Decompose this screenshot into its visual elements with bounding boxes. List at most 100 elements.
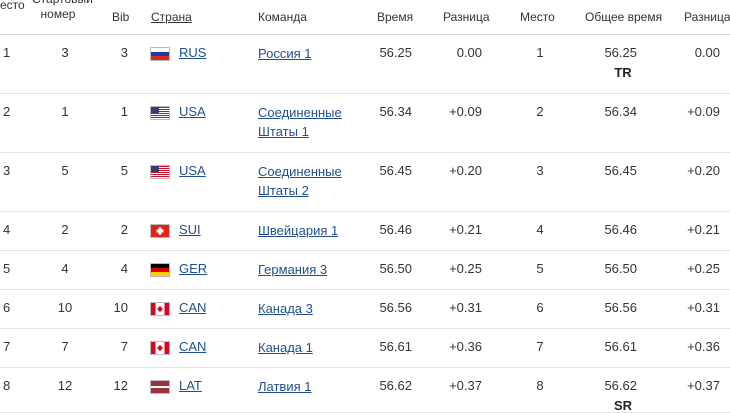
table-row: 3 5 5 USA Соединенные Штаты 2 56.45 +0.20 3 56.4… xyxy=(0,153,730,212)
cell-time: 56.34 xyxy=(379,104,412,119)
cell-bib: 7 xyxy=(120,339,128,354)
cell-diff2: +0.25 xyxy=(687,261,720,276)
cell-diff2: 0.00 xyxy=(694,45,720,60)
table-row: 1 3 3 RUS Россия 1 56.25 0.00 1 56.25 0.00 TR xyxy=(0,35,730,94)
cell-diff: +0.37 xyxy=(449,378,482,393)
cell-place2: 2 xyxy=(536,104,544,119)
cell-time: 56.56 xyxy=(379,300,412,315)
cell-country-link[interactable]: RUS xyxy=(179,45,207,60)
cell-diff: +0.25 xyxy=(449,261,482,276)
cell-bib: 10 xyxy=(113,300,128,315)
cell-place: 7 xyxy=(3,339,11,354)
header-start-number[interactable]: Стартовый номер xyxy=(32,0,93,21)
table-row: 8 12 12 LAT Латвия 1 56.62 +0.37 8 56.62 +0.37 SR xyxy=(0,368,730,413)
cell-time: 56.45 xyxy=(379,163,412,178)
cell-team-link[interactable]: Соединенные Штаты 1 xyxy=(258,105,342,139)
cell-team-link[interactable]: Соединенные Штаты 2 xyxy=(258,164,342,198)
cell-bib: 4 xyxy=(120,261,128,276)
cell-diff2: +0.37 xyxy=(687,378,720,393)
table-row: 7 7 7 CAN Канада 1 56.61 +0.36 7 56.61 +0.36 xyxy=(0,329,730,368)
cell-country-link[interactable]: USA xyxy=(179,163,206,178)
cell-time: 56.46 xyxy=(379,222,412,237)
can-flag-icon xyxy=(151,303,169,315)
cell-bib: 2 xyxy=(120,222,128,237)
header-place[interactable]: есто xyxy=(0,0,25,12)
cell-place2: 5 xyxy=(536,261,544,276)
cell-country-link[interactable]: LAT xyxy=(179,378,202,393)
cell-start-number: 7 xyxy=(61,339,69,354)
cell-start-number: 3 xyxy=(61,45,69,60)
cell-start-number: 2 xyxy=(61,222,69,237)
cell-place2: 4 xyxy=(536,222,544,237)
table-row: 6 10 10 CAN Канада 3 56.56 +0.31 6 56.56 +0.31 xyxy=(0,290,730,329)
cell-team-link[interactable]: Германия 3 xyxy=(258,262,328,277)
cell-diff2: +0.20 xyxy=(687,163,720,178)
cell-country-link[interactable]: CAN xyxy=(179,300,207,315)
header-diff[interactable]: Разница xyxy=(443,10,490,24)
cell-diff: 0.00 xyxy=(456,45,482,60)
cell-total-time: 56.34 xyxy=(604,104,637,119)
cell-total-time: 56.25 xyxy=(604,45,637,60)
cell-team-link[interactable]: Канада 1 xyxy=(258,340,313,355)
cell-place: 4 xyxy=(3,222,11,237)
cell-total-time: 56.50 xyxy=(604,261,637,276)
cell-team-link[interactable]: Латвия 1 xyxy=(258,379,312,394)
rus-flag-icon xyxy=(151,48,169,60)
can-flag-icon xyxy=(151,342,169,354)
cell-country-link[interactable]: GER xyxy=(179,261,208,276)
cell-time: 56.61 xyxy=(379,339,412,354)
cell-start-number: 4 xyxy=(61,261,69,276)
header-country[interactable]: Страна xyxy=(151,10,192,24)
cell-country-link[interactable]: CAN xyxy=(179,339,207,354)
cell-place: 3 xyxy=(3,163,11,178)
record-badge: SR xyxy=(613,398,633,413)
cell-diff: +0.31 xyxy=(449,300,482,315)
cell-diff: +0.36 xyxy=(449,339,482,354)
cell-diff2: +0.31 xyxy=(687,300,720,315)
cell-diff2: +0.09 xyxy=(687,104,720,119)
cell-total-time: 56.46 xyxy=(604,222,637,237)
table-row: 5 4 4 GER Германия 3 56.50 +0.25 5 56.50 +0.25 xyxy=(0,251,730,290)
header-total-time[interactable]: Общее время xyxy=(585,10,663,24)
cell-team-link[interactable]: Россия 1 xyxy=(258,46,312,61)
header-place2[interactable]: Место xyxy=(520,10,555,24)
cell-start-number: 1 xyxy=(61,104,69,119)
sui-flag-icon xyxy=(151,225,169,237)
header-team[interactable]: Команда xyxy=(258,10,307,24)
table-header: есто Стартовый номер Bib Страна Команда … xyxy=(0,0,730,35)
cell-country-link[interactable]: USA xyxy=(179,104,206,119)
cell-place: 6 xyxy=(3,300,11,315)
cell-total-time: 56.56 xyxy=(604,300,637,315)
header-diff2[interactable]: Разница xyxy=(684,10,730,24)
header-time[interactable]: Время xyxy=(377,10,414,24)
cell-bib: 1 xyxy=(120,104,128,119)
cell-start-number: 5 xyxy=(61,163,69,178)
cell-diff2: +0.36 xyxy=(687,339,720,354)
cell-bib: 5 xyxy=(120,163,128,178)
cell-start-number: 12 xyxy=(57,378,73,393)
cell-country-link[interactable]: SUI xyxy=(179,222,201,237)
cell-total-time: 56.62 xyxy=(604,378,637,393)
cell-time: 56.25 xyxy=(379,45,412,60)
cell-total-time: 56.45 xyxy=(604,163,637,178)
table-row: 2 1 1 USA Соединенные Штаты 1 56.34 +0.09 2 56.3… xyxy=(0,94,730,153)
cell-place2: 1 xyxy=(536,45,544,60)
cell-place2: 7 xyxy=(536,339,544,354)
record-badge: TR xyxy=(614,65,632,80)
cell-diff: +0.21 xyxy=(449,222,482,237)
cell-time: 56.50 xyxy=(379,261,412,276)
cell-bib: 12 xyxy=(113,378,128,393)
table-row: 4 2 2 SUI Швейцария 1 56.46 +0.21 4 56.46 +0.21 xyxy=(0,212,730,251)
ger-flag-icon xyxy=(151,264,169,276)
cell-place2: 3 xyxy=(536,163,544,178)
cell-team-link[interactable]: Канада 3 xyxy=(258,301,313,316)
cell-total-time: 56.61 xyxy=(604,339,637,354)
cell-diff2: +0.21 xyxy=(687,222,720,237)
header-bib[interactable]: Bib xyxy=(112,10,130,24)
cell-time: 56.62 xyxy=(379,378,412,393)
cell-place2: 8 xyxy=(536,378,544,393)
cell-place: 5 xyxy=(3,261,11,276)
cell-team-link[interactable]: Швейцария 1 xyxy=(258,223,339,238)
cell-diff: +0.09 xyxy=(449,104,482,119)
